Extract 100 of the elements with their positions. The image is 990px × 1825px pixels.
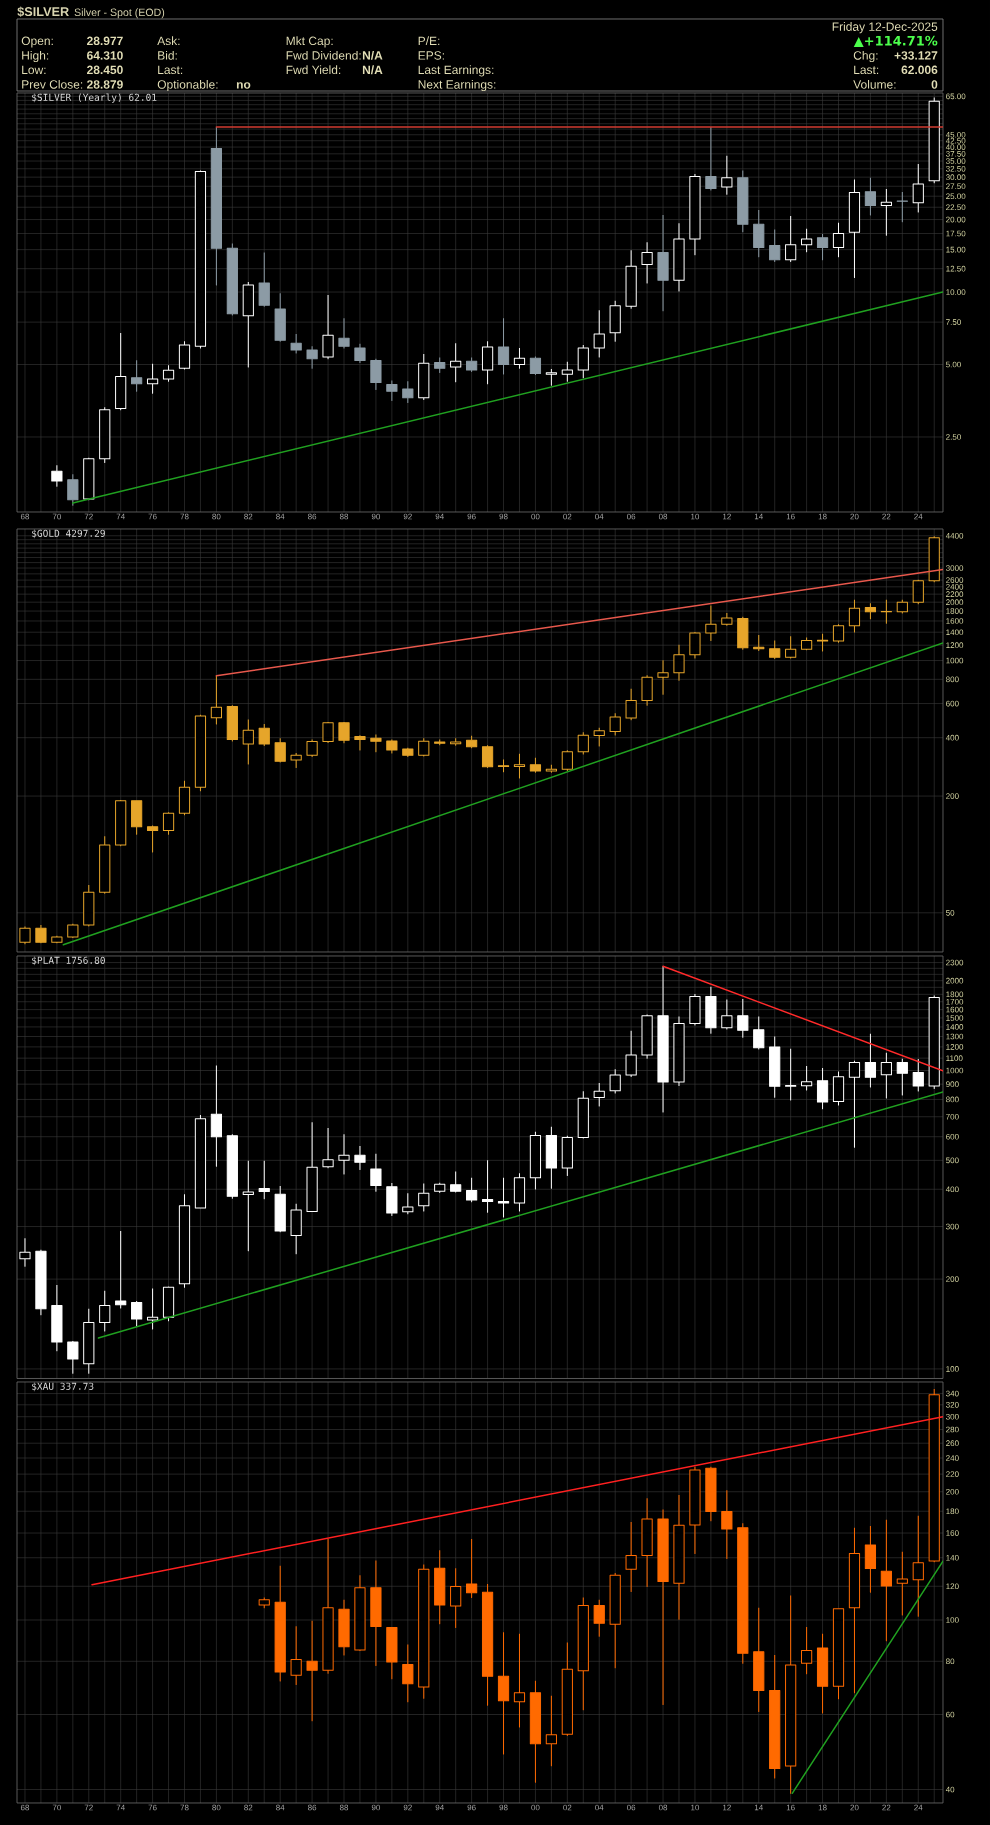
candlestick	[513, 1172, 526, 1212]
candlestick	[785, 215, 797, 262]
candlestick	[545, 1695, 557, 1767]
candlestick	[816, 1633, 829, 1714]
candlestick	[322, 1538, 334, 1674]
candlestick	[880, 188, 892, 236]
x-tick-label: 14	[754, 513, 763, 520]
candlestick	[258, 723, 270, 746]
candlestick	[928, 1388, 940, 1563]
candlestick	[242, 1160, 254, 1252]
candlestick	[338, 317, 350, 349]
x-tick-label: 70	[52, 513, 62, 520]
candlestick	[848, 1060, 861, 1148]
x-tick-label: 74	[116, 1804, 125, 1811]
candlestick	[450, 1567, 462, 1629]
candlestick	[274, 1185, 286, 1233]
y-tick-label: 200	[946, 1488, 959, 1495]
candlestick	[83, 884, 95, 927]
x-tick-label: 74	[116, 513, 125, 520]
text: Last Earnings:	[418, 65, 494, 77]
candlestick	[513, 347, 526, 369]
candlestick	[816, 1067, 829, 1110]
text: 28.450	[87, 65, 123, 75]
x-tick-label: 88	[339, 513, 349, 520]
candlestick	[51, 464, 63, 487]
text: 64.310	[87, 51, 123, 60]
candlestick	[386, 380, 398, 402]
candlestick	[194, 1114, 207, 1209]
candlestick	[912, 579, 924, 605]
text: Next Earnings:	[418, 79, 496, 92]
candlestick	[545, 764, 557, 773]
candlestick	[864, 177, 877, 216]
candlestick	[131, 359, 143, 392]
candlestick	[529, 1131, 542, 1190]
y-tick-label: 4400	[945, 532, 964, 539]
candlestick	[99, 835, 111, 894]
candlestick	[386, 739, 398, 754]
y-tick-label: 1200	[946, 642, 964, 649]
x-tick-label: 04	[595, 513, 604, 520]
candlestick	[928, 535, 940, 583]
candlestick	[721, 155, 733, 195]
x-tick-label: 80	[212, 1804, 221, 1811]
candlestick	[434, 1182, 446, 1194]
candlestick	[864, 1033, 877, 1088]
candlestick	[306, 345, 318, 369]
y-tick-label: 17.50	[946, 230, 966, 237]
candlestick	[51, 935, 63, 944]
candlestick	[131, 800, 143, 835]
candlestick	[641, 1014, 653, 1059]
x-tick-label: 94	[435, 1804, 444, 1811]
x-tick-label: 80	[212, 513, 221, 520]
candlestick	[880, 599, 892, 624]
y-tick-label: 1400	[946, 1024, 964, 1030]
y-tick-label: 1800	[946, 608, 964, 614]
x-tick-label: 96	[467, 1804, 476, 1811]
candlestick	[450, 342, 462, 383]
y-tick-label: 2000	[946, 977, 964, 984]
candlestick	[19, 1237, 31, 1267]
candlestick	[625, 1030, 637, 1077]
candlestick	[497, 758, 510, 773]
candlestick	[928, 994, 940, 1089]
y-tick-label: 300	[945, 1413, 959, 1420]
candlestick	[593, 727, 605, 747]
y-tick-label: 700	[946, 1113, 959, 1120]
candlestick	[832, 1071, 845, 1106]
x-tick-label: 94	[435, 513, 444, 520]
candlestick	[370, 1559, 382, 1667]
candlestick	[418, 1183, 430, 1212]
candlestick	[513, 753, 526, 779]
candlestick	[641, 1497, 653, 1588]
y-tick-label: 1300	[946, 1033, 964, 1040]
candlestick	[322, 1127, 334, 1169]
candlestick	[848, 179, 861, 278]
text: 28.879	[87, 80, 123, 89]
y-tick-label: 1100	[946, 1055, 963, 1061]
candlestick	[386, 1182, 398, 1216]
candlestick	[274, 1565, 286, 1682]
candlestick	[481, 1159, 494, 1213]
candlestick	[753, 634, 765, 651]
candlestick	[641, 241, 653, 284]
candlestick	[657, 1509, 669, 1706]
candlestick	[753, 1016, 765, 1050]
y-tick-label: 320	[945, 1401, 959, 1408]
y-tick-label: 500	[946, 1157, 959, 1164]
x-tick-label: 12	[723, 513, 731, 520]
candlestick	[434, 356, 446, 374]
y-tick-label: 400	[945, 734, 959, 741]
y-tick-label: 900	[946, 1081, 959, 1087]
y-tick-label: 1600	[946, 1006, 964, 1013]
text: Open:	[21, 36, 53, 48]
candlestick	[848, 599, 861, 633]
candlestick	[577, 344, 589, 379]
candlestick	[864, 1525, 877, 1593]
candlestick	[418, 1563, 430, 1699]
candlestick	[896, 1058, 908, 1096]
candlestick	[577, 731, 589, 755]
candlestick	[737, 169, 749, 233]
text: 0	[931, 80, 938, 89]
candlestick	[210, 675, 222, 725]
y-tick-label: 7.50	[946, 319, 961, 325]
